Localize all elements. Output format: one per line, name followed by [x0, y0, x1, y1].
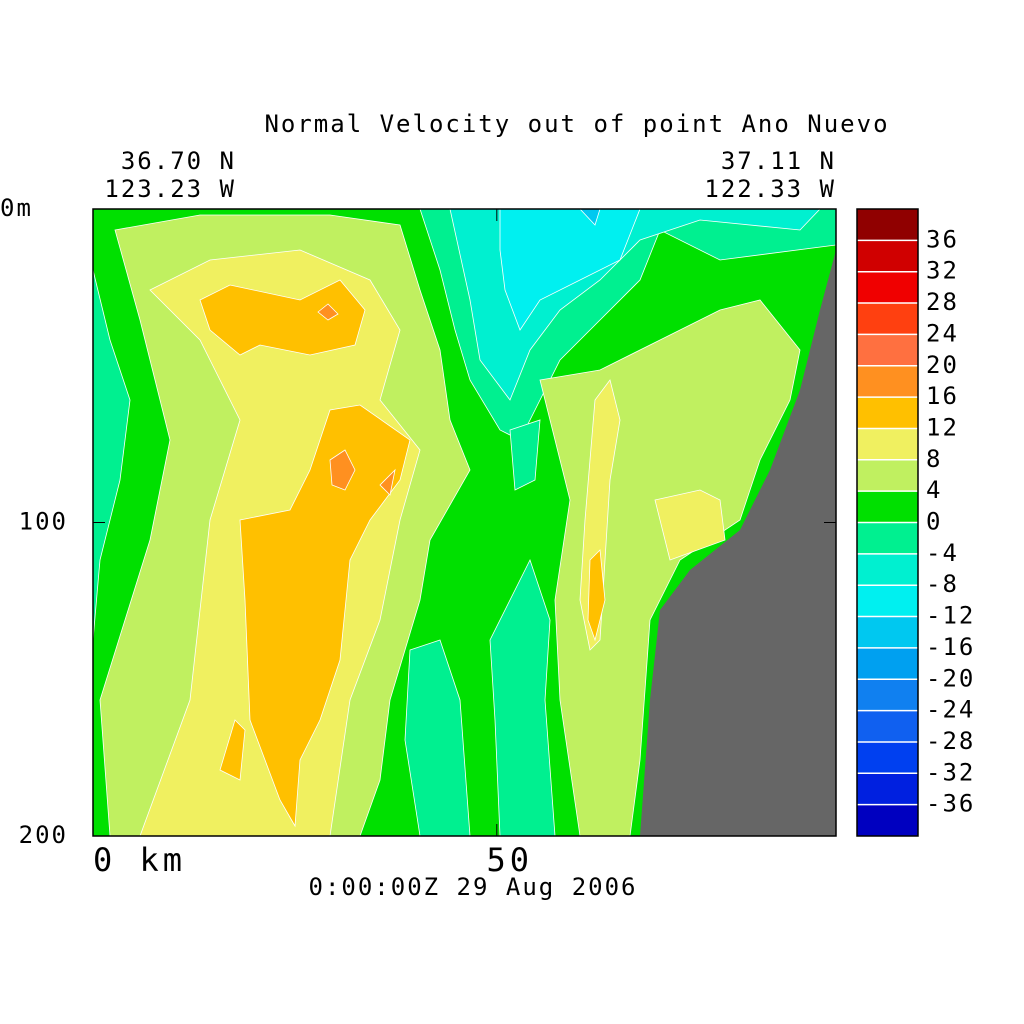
contour-band [654, 489, 726, 561]
colorbar-label: -20 [926, 664, 975, 692]
colorbar-band [857, 303, 918, 335]
end-lat: 37.11 N [721, 147, 836, 175]
colorbar-label: 32 [926, 257, 959, 285]
colorbar-band [857, 365, 918, 398]
colorbar-label: -8 [926, 570, 959, 598]
colorbar-band [857, 710, 918, 742]
colorbar-label: 24 [926, 319, 959, 347]
contour-band [499, 209, 641, 331]
colorbar-band [857, 397, 918, 429]
contour-band [239, 404, 411, 828]
colorbar-band [857, 553, 918, 586]
colorbar-band [857, 679, 918, 711]
start-lon: 123.23 W [104, 175, 236, 203]
colorbar-band [857, 271, 918, 304]
land-mask [640, 250, 836, 836]
colorbar-band [857, 240, 918, 272]
colorbar-label: 36 [926, 225, 959, 253]
colorbar-band [857, 428, 918, 460]
colorbar-frame [856, 208, 919, 837]
colorbar-label: -28 [926, 727, 975, 755]
colorbar-label: -12 [926, 602, 975, 630]
colorbar-band [857, 209, 918, 241]
colorbar-band [857, 334, 918, 366]
contour-band [579, 209, 601, 226]
colorbar-label: 16 [926, 382, 959, 410]
colorbar-label: -4 [926, 539, 959, 567]
contour-band [509, 419, 541, 491]
time-label: 0:00:00Z 29 Aug 2006 [309, 873, 638, 901]
y-tick-label: 100 [19, 508, 68, 536]
contour-band [587, 549, 606, 642]
chart-title: Normal Velocity out of point Ano Nuevo [264, 110, 889, 138]
colorbar-label: 12 [926, 413, 959, 441]
contour-band [379, 468, 396, 496]
contour-plot [93, 209, 836, 836]
y-tick-label: 200 [19, 821, 68, 849]
axes: 0 km 50 0m 100 200 -36 -32 -28 -24 -20 -16 -12 -8 -4 0… [0, 194, 975, 879]
colorbar-band [857, 741, 918, 774]
start-lat: 36.70 N [121, 147, 236, 175]
colorbar-band [857, 522, 918, 554]
x-tick-label: 50 [487, 841, 534, 879]
colorbar-label: 8 [926, 445, 942, 473]
colorbar-band [857, 491, 918, 523]
colorbar-band [857, 616, 918, 648]
contour-band [93, 269, 131, 641]
colorbar-label: -16 [926, 633, 975, 661]
colorbar-band [857, 459, 918, 492]
x-tick-label: 0 km [93, 841, 186, 879]
end-lon: 122.33 W [704, 175, 836, 203]
contour-band [329, 449, 356, 491]
colorbar-label: -32 [926, 758, 975, 786]
contour-band [404, 639, 471, 836]
colorbar-band [857, 773, 918, 805]
y-tick-label: 0m [0, 194, 33, 222]
colorbar-label: 4 [926, 476, 942, 504]
colorbar-band [857, 647, 918, 680]
colorbar-label: -36 [926, 790, 975, 818]
contour-band [199, 279, 366, 356]
colorbar-label: 20 [926, 351, 959, 379]
contour-band [489, 558, 556, 836]
colorbar-band [857, 804, 918, 836]
contour-band [219, 719, 246, 781]
colorbar-band [857, 585, 918, 617]
contour-band [317, 303, 339, 321]
colorbar-label: -24 [926, 696, 975, 724]
colorbar-label: 28 [926, 288, 959, 316]
colorbar-label: 0 [926, 508, 942, 536]
